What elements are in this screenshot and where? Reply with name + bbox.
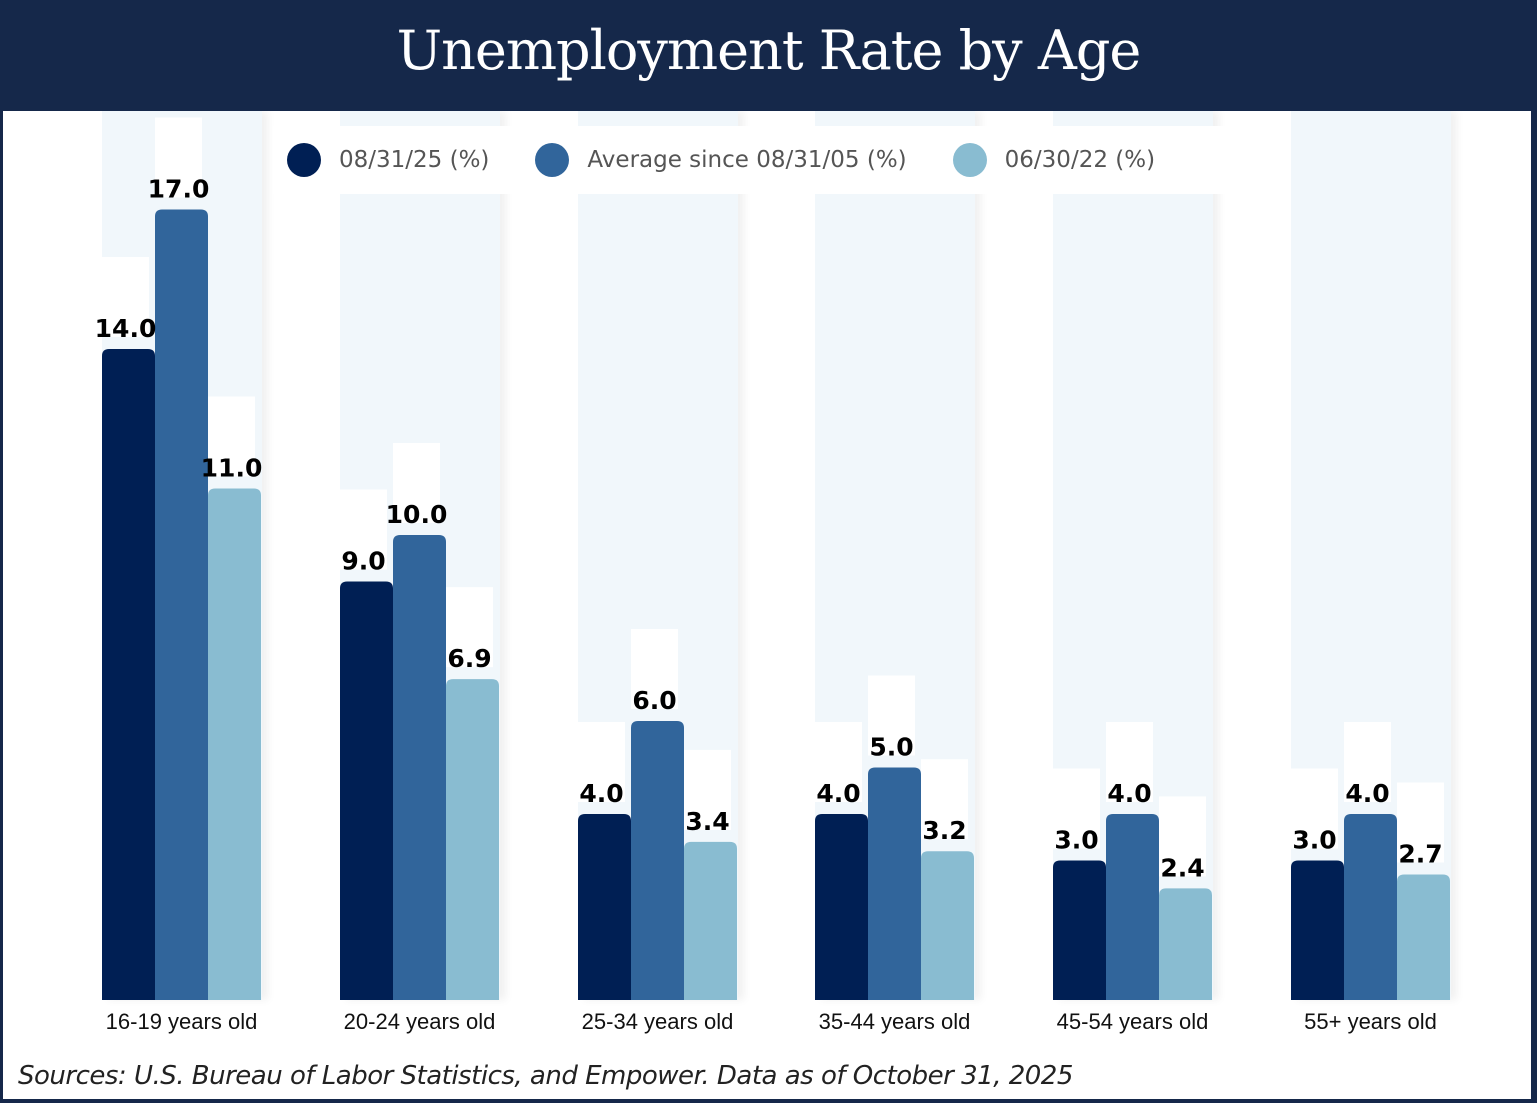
data-label: 17.0	[148, 175, 210, 204]
data-label: 3.0	[1054, 826, 1098, 855]
bar	[1106, 814, 1159, 1000]
data-label-backdrop	[868, 675, 915, 756]
data-label: 4.0	[579, 779, 623, 808]
data-label-backdrop	[631, 629, 678, 709]
chart-frame: 14.0 17.0 11.0 9.0 10.0 6.9 4.0 6.0 3.4 4.0 5.0 3.2…	[3, 111, 1531, 1099]
data-label-backdrop	[446, 587, 493, 668]
x-tick-label: 20-24 years old	[344, 1009, 496, 1034]
data-label-backdrop	[340, 489, 387, 570]
bar	[684, 841, 737, 1000]
bar	[1344, 814, 1397, 1000]
bar	[155, 209, 208, 1000]
data-label-backdrop	[1344, 722, 1391, 802]
data-label: 9.0	[341, 547, 385, 576]
data-label-backdrop	[815, 722, 862, 802]
legend-item: Average since 08/31/05 (%)	[535, 143, 907, 177]
bar	[868, 767, 921, 1000]
data-label: 3.4	[685, 807, 729, 836]
data-label-backdrop	[921, 759, 968, 840]
data-label-backdrop	[393, 443, 440, 523]
data-label: 3.2	[922, 816, 966, 845]
legend-label: Average since 08/31/05 (%)	[587, 147, 907, 173]
data-label: 11.0	[201, 454, 263, 483]
title-bar: Unemployment Rate by Age	[0, 0, 1537, 111]
legend-label: 08/31/25 (%)	[339, 147, 490, 173]
data-label-backdrop	[102, 257, 149, 337]
bar	[208, 488, 261, 1000]
legend-item: 06/30/22 (%)	[952, 143, 1156, 177]
bar	[1159, 888, 1212, 1000]
data-label-backdrop	[155, 117, 202, 198]
bar	[393, 535, 446, 1000]
data-label: 3.0	[1292, 826, 1336, 855]
bar	[631, 721, 684, 1000]
bar	[340, 581, 393, 1000]
data-label-backdrop	[1053, 768, 1100, 849]
data-label-backdrop	[208, 396, 255, 477]
bar	[578, 814, 631, 1000]
data-label: 5.0	[869, 733, 913, 762]
data-label-backdrop	[1291, 768, 1338, 849]
bar	[1053, 860, 1106, 1000]
data-label-backdrop	[1106, 722, 1153, 802]
chart-title: Unemployment Rate by Age	[396, 19, 1142, 82]
data-label-backdrop	[1397, 782, 1444, 863]
data-label: 6.9	[447, 644, 491, 673]
data-label: 4.0	[1107, 779, 1151, 808]
data-label: 4.0	[1345, 779, 1389, 808]
bar	[1397, 874, 1450, 1000]
x-tick-label: 25-34 years old	[582, 1009, 734, 1034]
x-tick-label: 55+ years old	[1304, 1009, 1437, 1034]
bar	[102, 349, 155, 1000]
x-tick-label: 35-44 years old	[819, 1009, 971, 1034]
bar	[446, 679, 499, 1000]
data-label: 6.0	[632, 686, 676, 715]
source-note: Sources: U.S. Bureau of Labor Statistics…	[18, 1061, 1073, 1091]
chart-plot: 14.0 17.0 11.0 9.010.0 6.9 4.0 6.0 3.4 4.0 5.0 3.2…	[95, 117, 1450, 1034]
legend-dot-icon	[535, 143, 570, 177]
legend-item: 08/31/25 (%)	[287, 143, 489, 177]
data-label: 4.0	[816, 779, 860, 808]
x-tick-label: 45-54 years old	[1057, 1009, 1209, 1034]
legend: 08/31/25 (%) Average since 08/31/05 (%) …	[273, 126, 1231, 194]
data-label: 14.0	[95, 314, 157, 343]
bar	[815, 814, 868, 1000]
legend-dot-icon	[287, 143, 321, 177]
data-label-backdrop	[684, 749, 731, 830]
data-label-backdrop	[1159, 796, 1206, 877]
data-label: 10.0	[386, 500, 448, 529]
x-tick-label: 16-19 years old	[106, 1009, 258, 1034]
bar	[921, 851, 974, 1000]
data-label-backdrop	[578, 722, 625, 802]
data-label: 2.4	[1160, 853, 1204, 882]
legend-dot-icon	[952, 143, 987, 177]
bar	[1291, 860, 1344, 1000]
legend-label: 06/30/22 (%)	[1004, 147, 1156, 173]
data-label: 2.7	[1398, 839, 1442, 868]
